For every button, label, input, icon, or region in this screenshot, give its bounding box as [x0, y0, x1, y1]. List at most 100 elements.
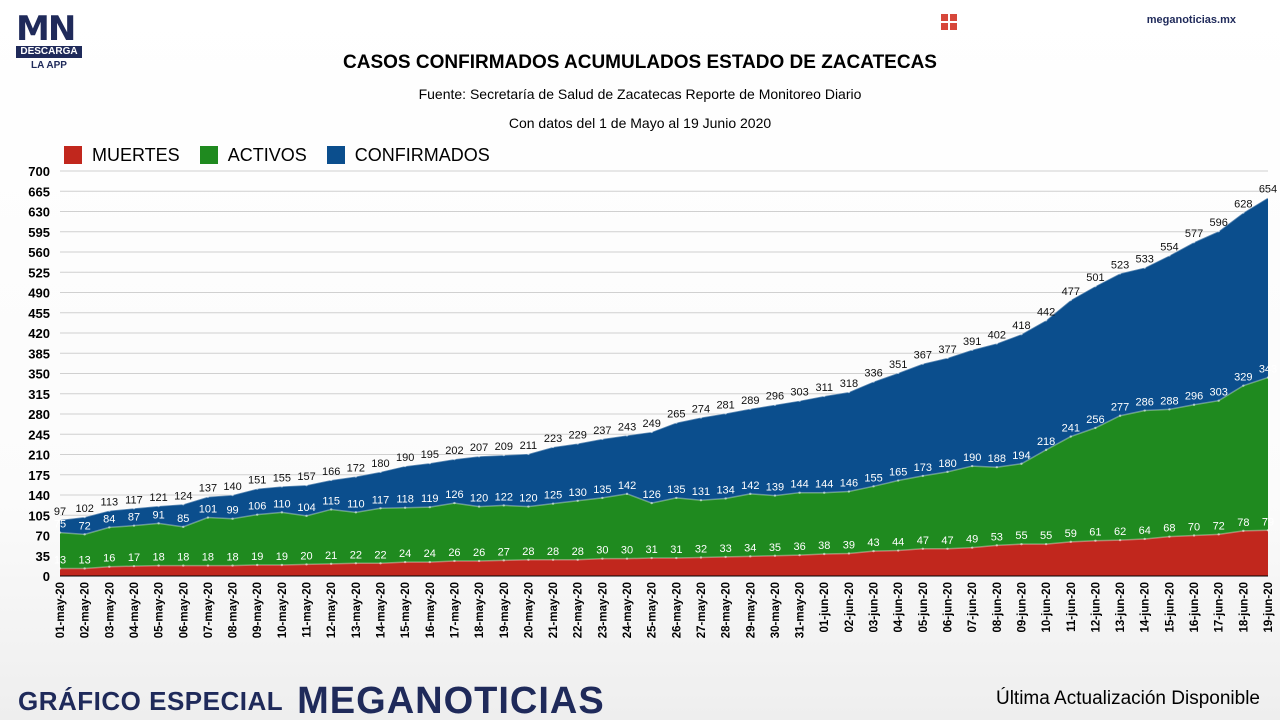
x-tick-label: 09-may-20 [252, 582, 264, 638]
data-label-confirmados: 223 [544, 433, 562, 445]
data-label-activos: 146 [840, 478, 858, 490]
data-label-muertes: 30 [621, 545, 633, 557]
point-confirmados [206, 495, 210, 498]
data-label-confirmados: 195 [421, 449, 439, 461]
point-muertes [847, 552, 851, 555]
point-muertes [502, 559, 505, 562]
data-label-muertes: 30 [596, 545, 608, 557]
point-muertes [354, 562, 358, 565]
point-activos [1143, 409, 1146, 412]
point-muertes [1044, 542, 1048, 546]
chart-date-range: Con datos del 1 de Mayo al 19 Junio 2020 [508, 115, 772, 131]
data-label-activos: 119 [421, 493, 439, 505]
point-muertes [921, 547, 925, 551]
data-label-confirmados: 180 [371, 458, 389, 470]
point-activos [280, 511, 284, 514]
point-muertes [749, 555, 752, 558]
point-muertes [1020, 542, 1023, 546]
data-label-confirmados: 237 [593, 425, 611, 437]
data-label-confirmados: 102 [75, 503, 93, 515]
point-muertes [206, 564, 210, 567]
x-tick-label: 04-jun-20 [893, 582, 905, 633]
x-tick-label: 30-may-20 [770, 582, 782, 638]
data-label-confirmados: 303 [790, 387, 808, 399]
point-activos [182, 525, 185, 529]
y-tick-label: 560 [28, 245, 50, 260]
point-confirmados [83, 515, 86, 519]
x-tick-label: 19-jun-20 [1263, 582, 1275, 633]
data-label-activos: 85 [177, 513, 189, 525]
data-label-confirmados: 296 [766, 391, 784, 403]
point-activos [749, 492, 752, 496]
point-activos [625, 492, 629, 496]
data-label-confirmados: 166 [322, 466, 340, 478]
y-tick-label: 35 [36, 549, 50, 564]
point-activos [1094, 426, 1097, 430]
data-label-muertes: 39 [843, 539, 855, 551]
point-confirmados [1044, 319, 1048, 322]
point-muertes [724, 555, 727, 559]
point-muertes [897, 549, 900, 552]
point-activos [58, 531, 62, 534]
y-tick-label: 70 [36, 529, 50, 544]
legend-swatch-activos [199, 146, 218, 164]
x-tick-label: 03-may-20 [104, 582, 116, 638]
data-label-muertes: 62 [1114, 526, 1126, 538]
data-label-muertes: 79 [1262, 516, 1274, 528]
point-confirmados [995, 342, 999, 345]
point-activos [132, 524, 136, 527]
point-muertes [946, 547, 949, 551]
data-label-activos: 165 [889, 467, 907, 479]
x-tick-label: 05-may-20 [154, 582, 166, 638]
point-confirmados [428, 461, 431, 465]
x-tick-label: 21-may-20 [548, 582, 560, 638]
point-confirmados [1020, 332, 1023, 336]
data-label-activos: 91 [152, 509, 164, 521]
data-label-muertes: 35 [769, 542, 781, 554]
data-label-muertes: 21 [325, 550, 337, 562]
point-activos [1044, 448, 1048, 452]
windows-grid-icon[interactable] [941, 14, 957, 30]
point-confirmados [329, 478, 333, 482]
data-label-confirmados: 442 [1037, 306, 1055, 318]
data-label-activos: 72 [79, 520, 91, 532]
point-confirmados [601, 437, 604, 441]
point-muertes [576, 558, 579, 561]
point-confirmados [1094, 284, 1097, 288]
legend-label-muertes: MUERTES [92, 144, 180, 165]
data-label-muertes: 18 [177, 552, 189, 564]
point-confirmados [749, 407, 752, 410]
point-muertes [650, 556, 653, 560]
point-confirmados [970, 348, 974, 351]
data-label-confirmados: 418 [1012, 320, 1030, 332]
x-tick-label: 22-may-20 [573, 582, 585, 638]
data-label-confirmados: 654 [1259, 184, 1277, 196]
data-label-activos: 120 [470, 493, 488, 505]
site-url[interactable]: meganoticias.mx [1146, 14, 1236, 26]
point-confirmados [231, 493, 234, 497]
data-label-confirmados: 113 [101, 497, 119, 509]
point-muertes [1118, 538, 1122, 542]
data-label-confirmados: 477 [1062, 286, 1080, 298]
data-label-activos: 135 [593, 484, 611, 496]
point-muertes [970, 546, 974, 549]
y-tick-label: 420 [28, 326, 50, 341]
data-label-activos: 144 [815, 479, 833, 491]
point-activos [502, 504, 505, 507]
data-label-confirmados: 124 [174, 490, 192, 502]
data-label-activos: 218 [1037, 436, 1055, 448]
point-confirmados [132, 507, 136, 510]
data-label-activos: 84 [103, 513, 115, 525]
point-activos [995, 466, 999, 469]
meganoticias-app-logo[interactable]: MN DESCARGA LA APP [16, 9, 82, 72]
data-label-activos: 115 [322, 495, 340, 507]
point-activos [477, 505, 481, 508]
point-muertes [280, 563, 284, 567]
legend-label-confirmados: CONFIRMADOS [354, 144, 490, 165]
point-muertes [108, 565, 111, 568]
data-label-muertes: 17 [128, 552, 140, 564]
logo-mn-text: MN [16, 9, 76, 49]
point-confirmados [724, 412, 727, 415]
data-label-activos: 256 [1086, 414, 1104, 426]
legend-item-confirmados: CONFIRMADOS [326, 144, 490, 166]
